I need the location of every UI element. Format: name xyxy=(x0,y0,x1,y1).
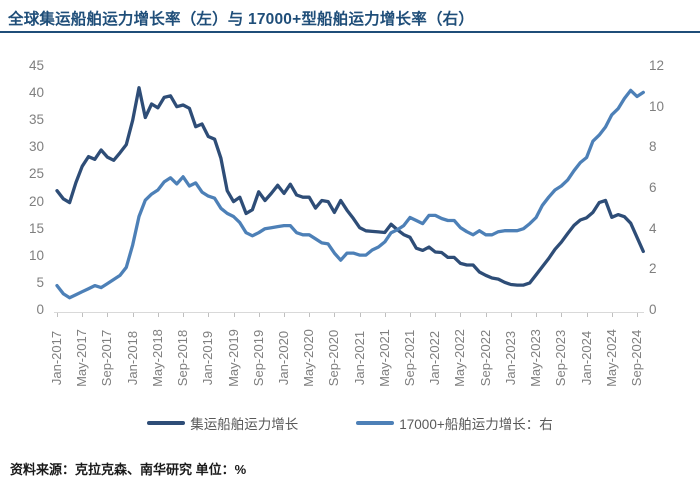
main-series-line xyxy=(55,86,645,287)
y-axis-right-tick-label: 6 xyxy=(649,180,657,195)
y-axis-left-tick-label: 40 xyxy=(28,85,44,101)
legend-item-secondary-series: 17000+船舶运力增长：右 xyxy=(356,413,553,433)
source-text: 资料来源：克拉克森、南华研究 xyxy=(10,462,193,477)
x-axis-tick-label: May-2019 xyxy=(225,329,241,387)
x-axis-tick xyxy=(258,313,260,317)
x-axis-tick xyxy=(334,313,336,317)
x-axis-tick-label: May-2023 xyxy=(528,329,544,387)
y-axis-right-tick-label: 12 xyxy=(649,58,665,73)
unit-text: 单位：% xyxy=(195,462,247,477)
title-underline xyxy=(0,31,700,33)
x-axis-tick xyxy=(611,313,613,317)
x-axis-tick-label: Jan-2019 xyxy=(200,330,216,386)
x-axis-tick-label: May-2024 xyxy=(603,329,619,387)
x-axis-tick xyxy=(410,313,412,317)
legend-label-main: 集运船舶运力增长 xyxy=(190,417,299,432)
x-axis-tick-label: Sep-2024 xyxy=(629,329,644,387)
x-axis-tick-label: May-2021 xyxy=(376,329,392,387)
x-axis-tick xyxy=(157,313,159,317)
x-axis-tick xyxy=(82,313,84,317)
x-axis-tick-label: Sep-2019 xyxy=(250,329,266,387)
x-axis-tick xyxy=(359,313,361,317)
x-axis-tick-label: May-2017 xyxy=(74,329,90,387)
y-axis-left-tick-label: 20 xyxy=(28,193,44,209)
x-axis-tick-label: Jan-2022 xyxy=(427,330,443,386)
x-axis-tick-label: Sep-2022 xyxy=(477,329,493,387)
y-axis-left-tick-label: 0 xyxy=(36,302,44,317)
y-axis-left-tick-label: 10 xyxy=(28,247,44,263)
chart-title: 全球集运船舶运力增长率（左）与 17000+型船舶运力增长率（右） xyxy=(8,11,475,28)
legend-label-secondary: 17000+船舶运力增长：右 xyxy=(399,417,553,432)
x-axis-line xyxy=(54,312,644,313)
secondary-series-line xyxy=(55,88,645,300)
y-axis-right-tick-label: 2 xyxy=(649,261,657,277)
x-axis-tick xyxy=(561,313,563,317)
x-axis-tick-label: Sep-2017 xyxy=(99,329,115,387)
plot-area xyxy=(55,86,645,300)
x-axis-tick xyxy=(384,313,386,317)
x-axis-tick xyxy=(233,313,235,317)
x-axis-tick xyxy=(309,313,311,317)
x-axis-tick-label: Jan-2020 xyxy=(275,330,291,386)
y-axis-right-tick-label: 8 xyxy=(649,139,657,155)
source-note: 资料来源：克拉克森、南华研究 单位：% xyxy=(10,459,246,478)
x-axis-tick-label: May-2020 xyxy=(301,329,317,387)
y-axis-right-tick-label: 10 xyxy=(649,98,665,114)
x-axis-tick xyxy=(208,313,210,317)
y-axis-left-tick-label: 45 xyxy=(28,58,44,73)
x-axis-tick xyxy=(183,313,185,317)
x-axis-tick xyxy=(460,313,462,317)
x-axis-tick-label: Jan-2024 xyxy=(578,330,594,386)
y-axis-right-tick-label: 0 xyxy=(649,302,657,317)
x-axis-tick xyxy=(132,313,134,317)
y-axis-right-tick-label: 4 xyxy=(649,220,657,236)
legend: 集运船舶运力增长 17000+船舶运力增长：右 xyxy=(0,413,700,433)
legend-line-swatch-main xyxy=(147,421,186,425)
x-axis-tick-label: Jan-2021 xyxy=(351,330,367,386)
x-axis-tick xyxy=(510,313,512,317)
x-axis-tick xyxy=(586,313,588,317)
legend-item-main-series: 集运船舶运力增长 xyxy=(147,413,298,433)
y-axis-left-tick-label: 5 xyxy=(36,274,44,290)
x-axis-tick xyxy=(435,313,437,317)
x-axis-tick-label: May-2018 xyxy=(149,329,165,387)
x-axis-tick-label: Jan-2018 xyxy=(124,330,140,386)
x-axis-tick-label: Sep-2018 xyxy=(175,329,191,387)
x-axis-tick xyxy=(536,313,538,317)
x-axis-tick-label: Jan-2023 xyxy=(502,330,518,386)
x-axis-tick xyxy=(637,313,638,317)
x-axis-tick xyxy=(283,313,285,317)
x-axis-tick-label: May-2022 xyxy=(452,329,468,387)
legend-line-swatch-secondary xyxy=(356,421,395,425)
x-axis-tick xyxy=(107,313,109,317)
x-axis-tick-label: Sep-2023 xyxy=(553,329,569,387)
y-axis-left-tick-label: 25 xyxy=(28,166,44,182)
y-axis-left-tick-label: 30 xyxy=(28,139,44,155)
x-axis-tick xyxy=(485,313,487,317)
x-axis-tick-label: Sep-2020 xyxy=(326,329,342,387)
y-axis-left-tick-label: 35 xyxy=(28,112,44,128)
y-axis-left-tick-label: 15 xyxy=(28,220,44,236)
x-axis-tick xyxy=(57,313,58,317)
x-axis-tick-label: Sep-2021 xyxy=(402,329,418,387)
x-axis-tick-label: Jan-2017 xyxy=(49,330,64,386)
